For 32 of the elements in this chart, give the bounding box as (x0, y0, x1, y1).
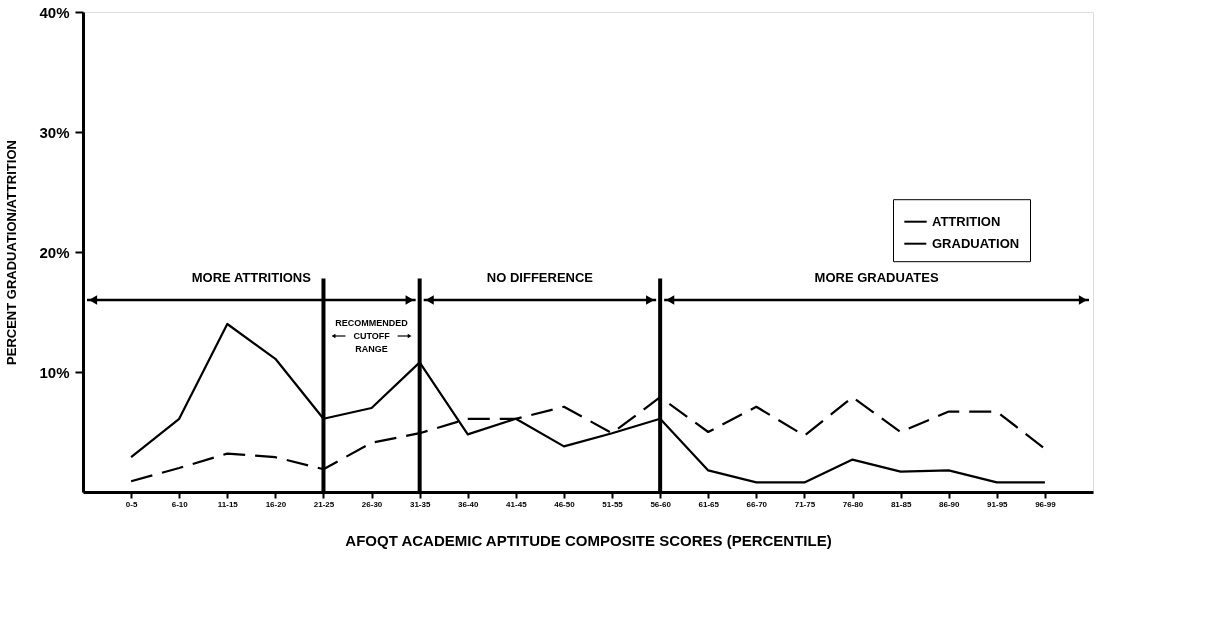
x-tick-label: 96-99 (1035, 499, 1057, 509)
x-axis-title: AFOQT ACADEMIC APTITUDE COMPOSITE SCORES (PERCENTILE) (345, 531, 832, 549)
annotation: MORE GRADUATES (814, 270, 939, 285)
x-tick-label: 66-70 (746, 499, 768, 509)
x-tick-label: 11-15 (217, 499, 239, 509)
x-tick-label: 31-35 (409, 499, 431, 509)
y-tick-label: 30% (39, 123, 70, 141)
x-tick-label: 91-95 (987, 499, 1009, 509)
x-tick-label: 51-55 (602, 499, 624, 509)
x-tick-label: 71-75 (794, 499, 816, 509)
x-tick-label: 21-25 (313, 499, 335, 509)
x-tick-label: 36-40 (458, 499, 480, 509)
x-tick-label: 41-45 (506, 499, 528, 509)
x-tick-label: 0-5 (125, 499, 138, 509)
y-tick-label: 40% (39, 3, 70, 21)
legend-label: GRADUATION (932, 235, 1020, 251)
y-axis-title: PERCENT GRADUATION/ATTRITION (4, 140, 20, 365)
y-tick-label: 10% (39, 363, 70, 381)
annotation: NO DIFFERENCE (486, 270, 594, 285)
legend-label: ATTRITION (932, 213, 1001, 229)
x-tick-label: 26-30 (361, 499, 383, 509)
y-tick-label: 20% (39, 243, 70, 261)
x-tick-label: 16-20 (265, 499, 287, 509)
annotation: MORE ATTRITIONS (191, 270, 312, 285)
x-tick-label: 46-50 (554, 499, 576, 509)
x-tick-label: 76-80 (842, 499, 864, 509)
x-tick-label: 6-10 (171, 499, 189, 509)
x-tick-label: 86-90 (938, 499, 960, 509)
x-tick-label: 81-85 (890, 499, 912, 509)
annotation: RECOMMENDED CUTOFF RANGE (335, 318, 409, 354)
x-tick-label: 61-65 (698, 499, 720, 509)
x-tick-label: 56-60 (650, 499, 672, 509)
